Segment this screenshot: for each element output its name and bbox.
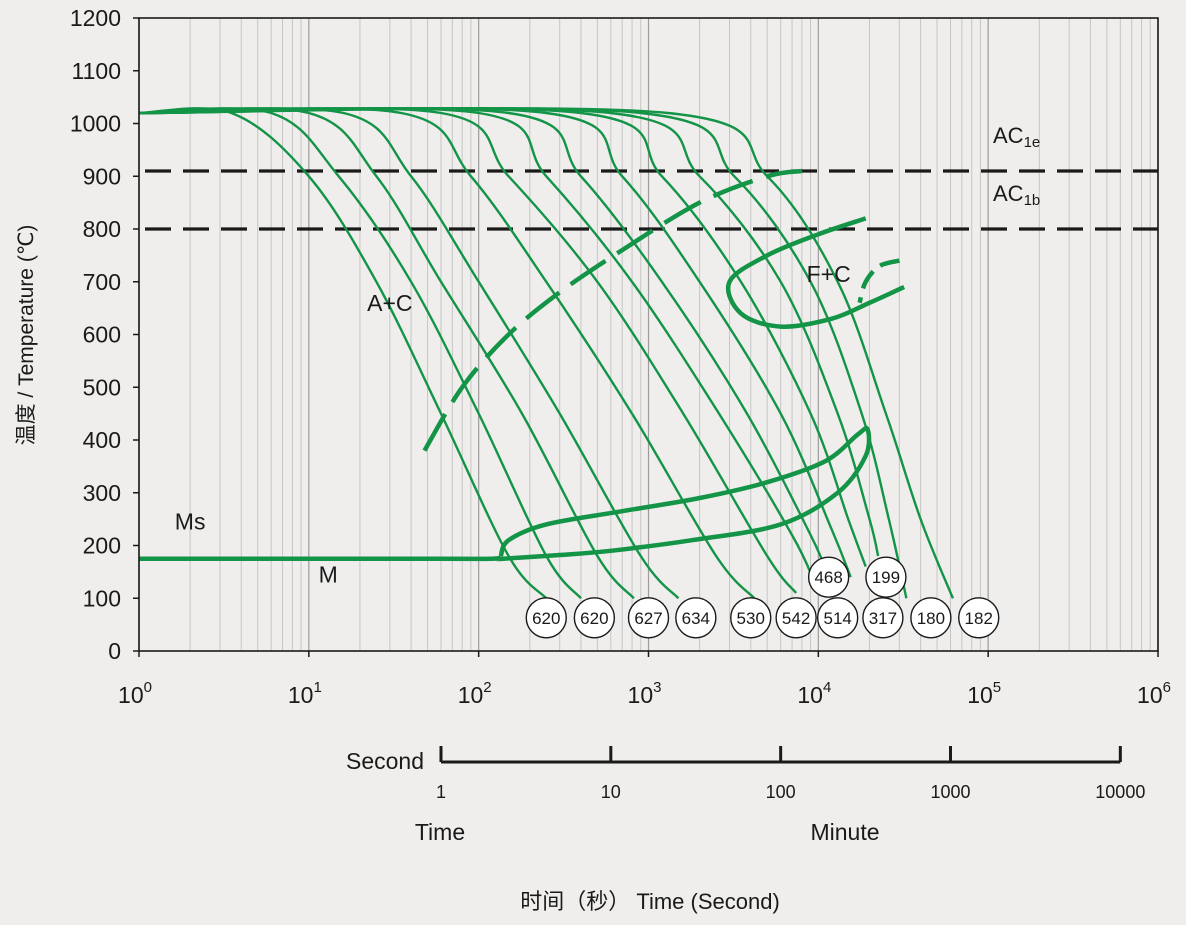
grid xyxy=(138,18,1159,651)
y-tick-label: 100 xyxy=(83,585,121,611)
hardness-value: 620 xyxy=(580,609,608,628)
y-tick-label: 1200 xyxy=(70,5,121,31)
region-label: Ms xyxy=(175,509,206,535)
hardness-value: 530 xyxy=(737,609,765,628)
hardness-circle xyxy=(573,597,616,639)
hardness-value: 468 xyxy=(814,568,842,587)
cooling-curve xyxy=(138,107,816,583)
reference-label-AC1e: AC1e xyxy=(993,123,1040,151)
x-tick-label: 102 xyxy=(458,679,492,708)
hardness-circle xyxy=(865,556,907,598)
cooling-curve xyxy=(138,107,955,599)
cooling-curve xyxy=(138,107,582,600)
hardness-circle xyxy=(775,597,817,639)
y-tick-label: 900 xyxy=(83,163,121,189)
y-tick-label: 600 xyxy=(83,322,121,348)
cooling-curve xyxy=(138,107,798,594)
minute-scale-tick-label: 1 xyxy=(436,782,446,802)
minute-scale-tick-label: 10000 xyxy=(1095,782,1145,802)
x-axis-title: 时间（秒） Time (Second) xyxy=(520,889,780,914)
hardness-value: 182 xyxy=(965,609,993,628)
x-tick-label: 105 xyxy=(967,679,1001,708)
y-tick-label: 800 xyxy=(83,216,121,242)
y-tick-label: 500 xyxy=(83,374,121,400)
ferrite-finish-boundary xyxy=(857,258,900,304)
y-tick-label: 400 xyxy=(83,427,121,453)
x-tick-label: 103 xyxy=(628,679,662,708)
y-tick-label: 200 xyxy=(83,533,121,559)
hardness-value: 317 xyxy=(869,609,897,628)
x-tick-label: 106 xyxy=(1137,679,1171,708)
hardness-value: 514 xyxy=(823,609,851,628)
hardness-circle xyxy=(910,597,952,639)
x-tick-label: 104 xyxy=(797,679,831,708)
x-tick-label: 100 xyxy=(118,679,152,708)
hardness-value: 620 xyxy=(532,609,560,628)
hardness-circle xyxy=(627,597,670,639)
y-tick-label: 700 xyxy=(83,269,121,295)
axes: 0 100 200 300 400 500 600 700 800 900 1000 1100 1200… xyxy=(70,5,1171,708)
hardness-circle xyxy=(816,597,859,639)
y-tick-label: 1100 xyxy=(72,58,121,84)
scale-second-label: Second xyxy=(346,748,424,774)
y-tick-label: 300 xyxy=(83,480,121,506)
cooling-curve xyxy=(138,107,852,578)
minute-scale: 1 10 100 1000 10000 Second Time Minute xyxy=(346,746,1145,845)
labels: A+C F+C M Ms 620 620 627 634 530 542 514 317 180 182 4… xyxy=(175,261,1000,639)
hardness-circle xyxy=(807,556,850,598)
hardness-circle xyxy=(958,597,1000,639)
y-tick-label: 1000 xyxy=(70,111,121,137)
y-axis-title: 温度 / Temperature (℃) xyxy=(15,225,38,446)
scale-time-label: Time xyxy=(415,819,465,845)
y-tick-label: 0 xyxy=(108,638,121,664)
ms-line xyxy=(139,554,503,562)
hardness-circle xyxy=(675,597,717,639)
hardness-circle xyxy=(525,597,567,639)
bainite-region-boundary xyxy=(494,425,872,562)
scale-minute-label: Minute xyxy=(810,819,879,845)
curves xyxy=(138,107,955,600)
hardness-value: 199 xyxy=(872,568,900,587)
hardness-value: 180 xyxy=(917,609,945,628)
hardness-circle xyxy=(862,597,904,639)
pearlite-start-boundary xyxy=(422,168,803,452)
hardness-value: 627 xyxy=(634,609,662,628)
hardness-value: 634 xyxy=(682,609,710,628)
minute-scale-tick-label: 100 xyxy=(766,782,796,802)
region-label: F+C xyxy=(807,261,851,287)
minute-scale-tick-label: 1000 xyxy=(930,782,970,802)
region-label: M xyxy=(319,561,338,587)
region-label: A+C xyxy=(367,290,412,316)
x-tick-label: 101 xyxy=(288,679,322,708)
cooling-curve xyxy=(138,107,756,600)
cooling-curve xyxy=(138,107,867,568)
hardness-value: 542 xyxy=(782,609,810,628)
reference-label-AC1b: AC1b xyxy=(993,181,1040,209)
minute-scale-tick-label: 10 xyxy=(601,782,621,802)
hardness-circle xyxy=(730,597,772,639)
cooling-curve xyxy=(138,107,548,600)
ferrite-region-boundary xyxy=(725,216,906,329)
